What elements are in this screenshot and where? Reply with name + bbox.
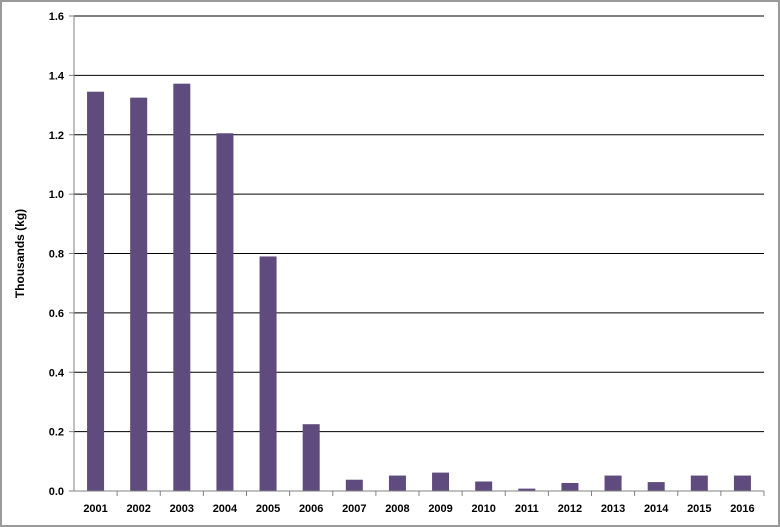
x-tick-label: 2012 <box>558 503 582 515</box>
y-tick-label: 0.0 <box>49 486 64 498</box>
x-tick-label: 2004 <box>213 503 238 515</box>
bar-2004 <box>216 133 234 491</box>
bar-2009 <box>432 472 450 491</box>
x-tick-label: 2002 <box>126 503 150 515</box>
bar-2001 <box>87 91 105 491</box>
gridlines <box>69 15 764 492</box>
bar-2007 <box>345 479 363 491</box>
x-tick-label: 2014 <box>644 503 669 515</box>
bars <box>87 83 765 496</box>
bar-2015 <box>690 475 708 491</box>
bar-2016 <box>733 475 751 491</box>
x-tick-label: 2001 <box>83 503 107 515</box>
x-tick-label: 2009 <box>428 503 452 515</box>
bar-2002 <box>130 97 148 491</box>
y-tick-label: 1.2 <box>49 130 64 142</box>
x-tick-label: 2005 <box>256 503 280 515</box>
x-tick-label: 2008 <box>385 503 409 515</box>
bar-2008 <box>388 475 406 491</box>
x-tick-label: 2011 <box>515 503 539 515</box>
bar-2011 <box>518 488 536 491</box>
x-tick-label: 2003 <box>170 503 194 515</box>
y-tick-label: 1.6 <box>49 11 64 23</box>
x-tick-label: 2016 <box>730 503 754 515</box>
y-tick-label: 0.6 <box>49 308 64 320</box>
bar-2006 <box>302 424 320 491</box>
x-tick-label: 2015 <box>687 503 711 515</box>
y-axis-title: Thousands (kg) <box>13 209 27 298</box>
bar-2014 <box>647 482 665 491</box>
bar-2005 <box>259 256 277 491</box>
y-tick-label: 1.0 <box>49 189 64 201</box>
axes <box>73 16 764 492</box>
bar-2003 <box>173 83 191 491</box>
x-tick-label: 2007 <box>342 503 366 515</box>
bar-2013 <box>604 475 622 491</box>
bar-2012 <box>561 482 579 491</box>
y-tick-labels: 0.0 0.2 0.4 0.6 0.8 1.0 1.2 1.4 1.6 <box>49 11 65 498</box>
y-tick-label: 0.8 <box>49 249 64 261</box>
y-tick-label: 1.4 <box>49 70 65 82</box>
bar-2010 <box>475 481 493 491</box>
y-tick-label: 0.2 <box>49 427 64 439</box>
x-tick-labels: 2001 2002 2003 2004 2005 2006 2007 2008 2009 2010… <box>83 503 754 515</box>
y-tick-label: 0.4 <box>49 367 65 379</box>
x-tick-label: 2013 <box>601 503 625 515</box>
x-tick-label: 2010 <box>471 503 495 515</box>
x-tick-label: 2006 <box>299 503 323 515</box>
